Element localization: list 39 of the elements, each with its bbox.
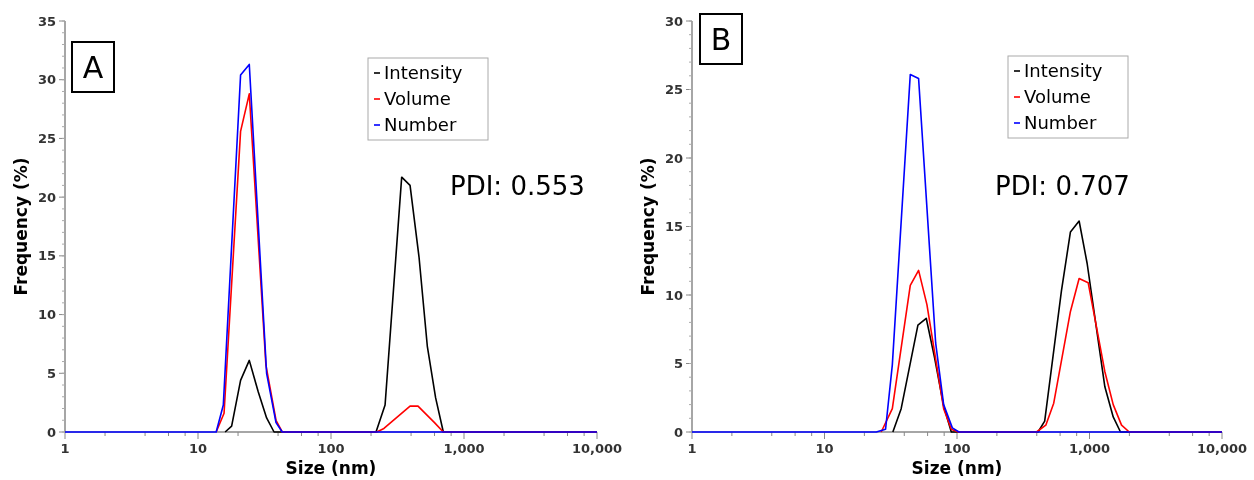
x-tick-label: 10	[188, 441, 208, 456]
x-tick-label: 1	[687, 441, 697, 456]
y-axis-title: Frequency (%)	[638, 157, 658, 296]
x-axis-title: Size (nm)	[911, 458, 1003, 478]
x-tick-label: 1,000	[1068, 441, 1111, 456]
y-tick-label: 25	[664, 82, 683, 98]
annotation: PDI: 0.553	[450, 171, 585, 201]
annotation: A	[82, 49, 104, 85]
legend-label: Volume	[384, 88, 451, 110]
x-tick-label: 1	[60, 441, 70, 456]
x-axis-title: Size (nm)	[285, 458, 377, 478]
y-tick-label: 15	[664, 219, 683, 235]
annotation: PDI: 0.707	[995, 171, 1130, 201]
y-tick-label: 35	[37, 13, 56, 29]
x-tick-label: 10	[815, 441, 834, 456]
legend-label: Volume	[1024, 86, 1091, 108]
y-tick-label: 15	[37, 248, 56, 264]
y-tick-label: 30	[664, 13, 683, 29]
x-tick-label: 1,000	[443, 441, 485, 456]
y-tick-label: 0	[673, 424, 683, 440]
y-tick-label: 25	[37, 130, 56, 146]
x-tick-label: 10,000	[1196, 441, 1248, 456]
x-tick-label: 100	[317, 441, 345, 456]
x-tick-label: 10,000	[571, 441, 623, 456]
y-axis-title: Frequency (%)	[11, 157, 31, 296]
y-tick-label: 10	[37, 307, 56, 323]
y-tick-label: 10	[664, 287, 683, 303]
legend-label: Number	[384, 114, 457, 136]
annotation: B	[710, 21, 732, 57]
legend-label: Number	[1024, 112, 1097, 134]
legend-label: Intensity	[1024, 60, 1103, 82]
y-tick-label: 20	[664, 150, 683, 166]
y-tick-label: 5	[46, 365, 56, 381]
y-tick-label: 30	[37, 72, 56, 88]
legend-label: Intensity	[384, 62, 463, 84]
x-tick-label: 100	[943, 441, 971, 456]
y-tick-label: 5	[673, 356, 683, 372]
y-tick-label: 0	[46, 424, 56, 440]
y-tick-label: 20	[37, 189, 56, 205]
